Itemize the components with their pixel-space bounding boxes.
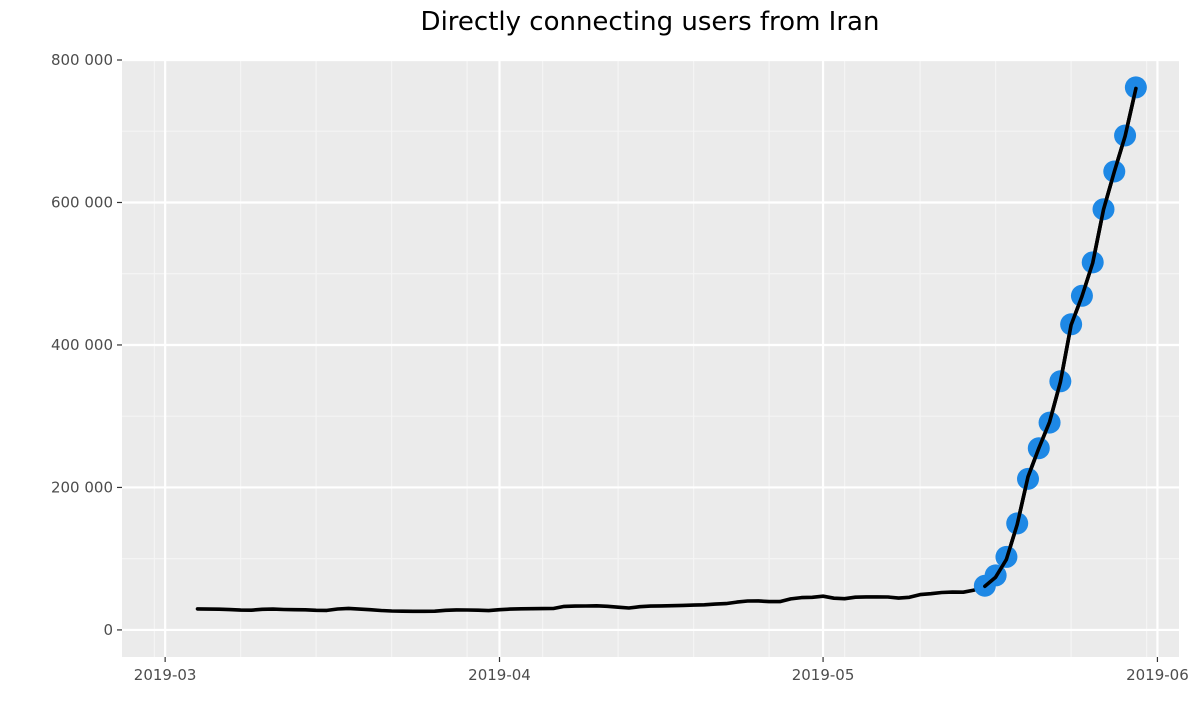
y-tick-label: 600 000 [51,193,113,211]
axis-ticks [117,59,1159,662]
y-tick-label: 400 000 [51,336,113,354]
y-tick-label: 0 [103,621,113,639]
plot-panel [122,60,1179,657]
x-tick-label: 2019-03 [134,666,197,684]
x-tick-labels: 2019-03 2019-04 2019-05 2019-06 [134,666,1189,684]
highlight-points-group [973,76,1147,597]
y-tick-label: 200 000 [51,478,113,496]
series-line-overlay [983,86,1138,589]
y-tick-label: 800 000 [51,51,113,69]
minor-gridlines [122,60,1179,657]
chart-title: Directly connecting users from Iran [421,7,880,37]
x-tick-label: 2019-04 [468,666,531,684]
major-gridlines [122,58,1179,657]
x-tick-label: 2019-05 [792,666,855,684]
x-tick-label: 2019-06 [1126,666,1189,684]
y-tick-labels: 0 200 000 400 000 600 000 800 000 [51,51,113,639]
